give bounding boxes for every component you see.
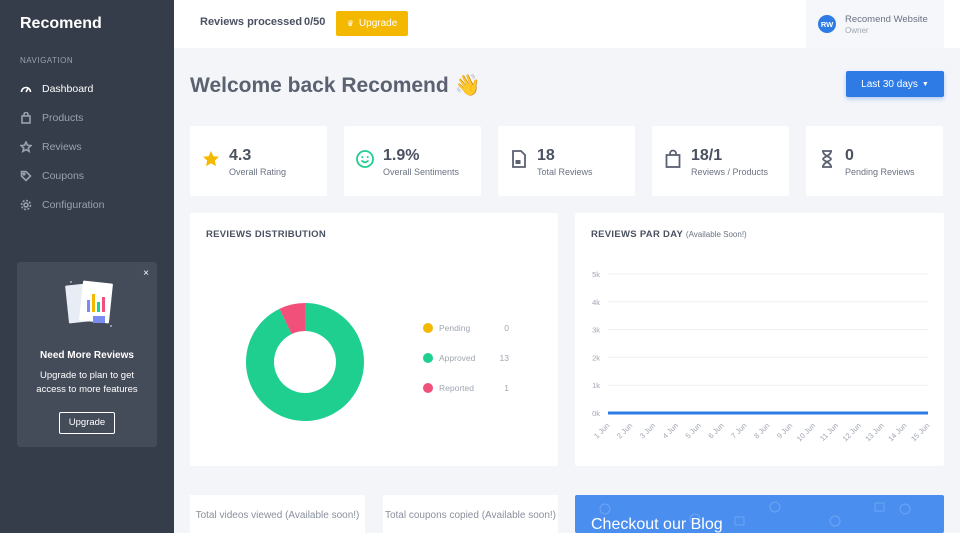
legend-label: Approved [439,353,476,363]
promo-title: Need More Reviews [40,350,134,361]
app-logo[interactable]: Recomend [20,15,102,32]
stat-card-total-reviews: 18 Total Reviews [498,126,635,196]
sidebar-item-label: Coupons [42,170,85,182]
stat-label: Total Reviews [537,167,593,177]
bag-icon [665,149,681,168]
page-title: Welcome back Recomend 👋 [190,74,481,97]
sidebar-item-products[interactable]: Products [20,109,83,127]
stat-label: Overall Sentiments [383,167,460,177]
stat-value: 4.3 [229,147,252,164]
legend-value: 0 [504,323,509,333]
upgrade-button-label: Upgrade [358,18,398,29]
account-menu[interactable]: RW Recomend Website Owner [806,0,944,48]
pattern-decoration [599,501,911,527]
stat-card-reviews-per-product: 18/1 Reviews / Products [652,126,789,196]
blog-title: Checkout our Blog [591,516,723,533]
account-name: Recomend Website [845,14,928,25]
legend-swatch [423,383,433,393]
card-title: REVIEWS DISTRIBUTION [206,229,327,240]
promo-upgrade-button[interactable]: Upgrade [59,412,115,434]
legend-value: 1 [504,383,509,393]
promo-text: Upgrade to plan to get access to more fe… [36,370,138,395]
legend-label: Reported [439,383,474,393]
legend-swatch [423,323,433,333]
legend-label: Pending [439,323,471,333]
reviews-processed-label: Reviews processed [200,16,303,28]
card-title-text: REVIEWS PAR DAY [591,229,683,240]
legend-swatch [423,353,433,363]
stat-card-rating: 4.3 Overall Rating [190,126,327,196]
legend-item-approved[interactable]: Approved 13 [423,352,513,364]
date-range-label: Last 30 days [861,78,918,90]
stat-card-sentiments: 1.9% Overall Sentiments [344,126,481,196]
stat-card-pending-reviews: 0 Pending Reviews [806,126,943,196]
stat-label: Overall Rating [229,167,287,177]
stat-value: 18 [537,147,555,164]
caret-down-icon: ▼ [921,80,929,88]
upgrade-promo-card: × Need More Reviews Upgrade to plan to g… [17,262,157,447]
gear-icon [20,199,32,211]
close-icon[interactable]: × [143,268,149,279]
star-icon [20,141,32,153]
blog-banner[interactable]: Checkout our Blog [575,495,944,533]
nav-heading: NAVIGATION [20,56,74,65]
avatar: RW [818,15,836,33]
stat-value: 1.9% [383,147,420,164]
sidebar-item-coupons[interactable]: Coupons [20,167,84,185]
legend-item-pending[interactable]: Pending 0 [423,322,513,334]
sidebar-item-dashboard[interactable]: Dashboard [20,80,93,98]
report-illustration-icon [65,280,113,327]
gauge-icon [20,86,32,93]
coupons-copied-card: Total coupons copied (Available soon!) [383,495,558,533]
smile-icon [356,150,374,168]
account-role: Owner [845,26,869,35]
reviews-distribution-card: REVIEWS DISTRIBUTION [190,213,558,466]
stat-value: 18/1 [691,147,723,164]
reviews-per-day-card: REVIEWS PAR DAY (Available Soon!) [575,213,944,466]
sidebar-item-label: Reviews [42,141,82,153]
videos-viewed-card: Total videos viewed (Available soon!) [190,495,365,533]
document-icon [512,150,526,168]
sidebar-item-label: Configuration [42,199,105,211]
sidebar-item-configuration[interactable]: Configuration [20,196,104,214]
sidebar-item-label: Dashboard [42,83,94,95]
reviews-processed-count: 0/50 [304,16,326,28]
stat-label: Reviews / Products [691,167,769,177]
stat-value: 0 [845,147,854,164]
date-range-dropdown[interactable]: Last 30 days ▼ [846,71,944,97]
upgrade-button[interactable]: ♛ Upgrade [336,11,408,36]
card-subtitle: (Available Soon!) [685,230,747,239]
sidebar: Recomend NAVIGATION Dashboard Products R… [0,0,174,533]
tag-icon [20,170,32,182]
legend-item-reported[interactable]: Reported 1 [423,382,513,394]
card-title: REVIEWS PAR DAY (Available Soon!) [591,229,747,240]
crown-icon: ♛ [346,19,354,28]
top-bar: Reviews processed 0/50 ♛ Upgrade RW Reco… [174,0,960,48]
bag-icon [21,112,31,124]
legend-value: 13 [499,353,509,363]
sidebar-item-reviews[interactable]: Reviews [20,138,82,156]
sidebar-item-label: Products [42,112,84,124]
stat-label: Pending Reviews [845,167,915,177]
hourglass-icon [822,150,832,168]
star-icon [203,151,219,167]
